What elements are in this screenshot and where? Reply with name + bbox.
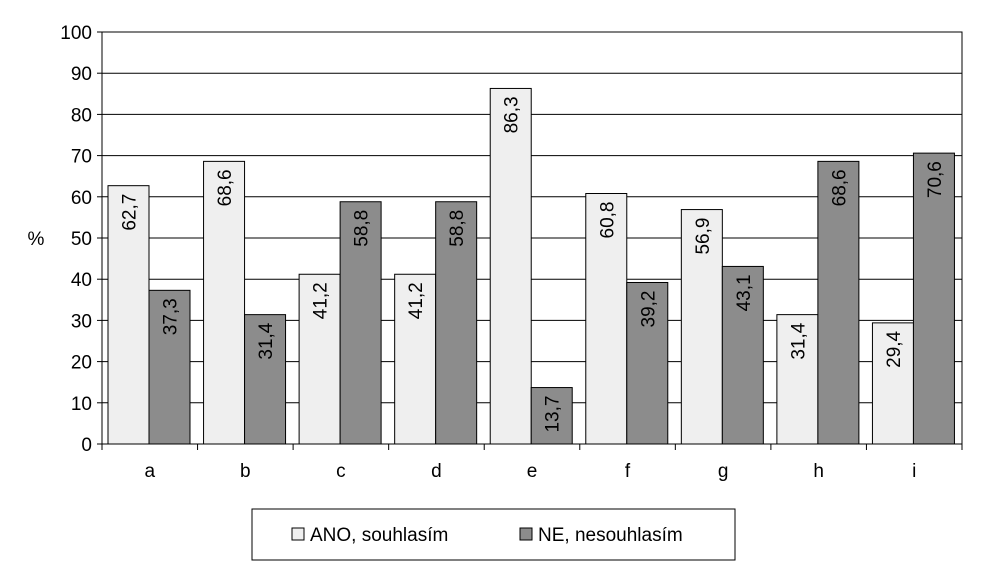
x-tick-label-i: i <box>912 461 916 482</box>
bar-ano-c <box>298 273 341 445</box>
bar-ano-f <box>585 193 628 445</box>
bar-ne-b <box>244 314 287 445</box>
bar-ano-e <box>489 87 532 445</box>
data-label-ano-c: 41,2 <box>311 282 332 319</box>
bar-ano-b <box>203 160 246 445</box>
x-tick-label-d: d <box>431 461 442 482</box>
x-tick-label-b: b <box>240 461 251 482</box>
y-tick-label: 30 <box>71 311 92 332</box>
legend-box <box>251 508 736 561</box>
legend: ANO, souhlasím NE, nesouhlasím <box>251 508 736 561</box>
y-tick-label: 90 <box>71 64 92 85</box>
data-label-ano-f: 60,8 <box>597 202 618 239</box>
legend-swatch-ne <box>519 527 533 541</box>
data-label-ne-i: 70,6 <box>925 161 946 198</box>
bar-ne-e <box>530 387 573 445</box>
x-tick-label-g: g <box>718 461 729 482</box>
data-label-ne-g: 43,1 <box>734 274 755 311</box>
y-tick-label: 10 <box>71 394 92 415</box>
bar-ne-a <box>148 289 191 445</box>
data-label-ano-b: 68,6 <box>215 169 236 206</box>
y-tick-label: 50 <box>71 229 92 250</box>
bar-ano-d <box>394 273 437 445</box>
legend-label-ano: ANO, souhlasím <box>310 525 448 546</box>
bar-ne-i <box>912 152 955 445</box>
y-tick-label: 20 <box>71 353 92 374</box>
y-tick-label: 60 <box>71 188 92 209</box>
data-label-ano-i: 29,4 <box>884 330 905 367</box>
data-label-ne-e: 13,7 <box>543 396 564 433</box>
y-tick-label: 100 <box>60 23 92 44</box>
x-tick-label-h: h <box>813 461 824 482</box>
data-label-ne-b: 31,4 <box>256 322 277 359</box>
y-axis-label: % <box>28 229 45 250</box>
data-label-ano-h: 31,4 <box>788 322 809 359</box>
x-ticks: a b c d e f g h i <box>101 444 963 482</box>
bar-ne-g <box>721 265 764 445</box>
legend-label-ne: NE, nesouhlasím <box>538 525 683 546</box>
bar-ne-f <box>626 281 669 445</box>
bars: 62,7 37,3 68,6 31,4 41,2 58,8 41,2 58,8 86,3 13,7… <box>107 87 955 445</box>
data-label-ne-c: 58,8 <box>352 210 373 247</box>
y-tick-label: 70 <box>71 147 92 168</box>
bar-ano-i <box>871 322 914 445</box>
data-label-ne-h: 68,6 <box>829 169 850 206</box>
y-ticks: 0 10 20 30 40 50 60 70 80 90 100 <box>60 23 102 456</box>
data-label-ano-g: 56,9 <box>693 218 714 255</box>
data-label-ano-a: 62,7 <box>120 194 141 231</box>
x-tick-label-e: e <box>527 461 538 482</box>
x-tick-label-f: f <box>625 461 631 482</box>
y-tick-label: 0 <box>81 435 92 456</box>
data-label-ano-e: 86,3 <box>502 96 523 133</box>
y-tick-label: 80 <box>71 105 92 126</box>
x-tick-label-c: c <box>336 461 346 482</box>
x-tick-label-a: a <box>144 461 155 482</box>
y-tick-label: 40 <box>71 270 92 291</box>
data-label-ne-a: 37,3 <box>161 298 182 335</box>
bar-ne-h <box>817 160 860 445</box>
data-label-ne-f: 39,2 <box>638 290 659 327</box>
data-label-ne-d: 58,8 <box>447 210 468 247</box>
data-label-ano-d: 41,2 <box>406 282 427 319</box>
bar-ano-g <box>680 209 723 445</box>
bar-ne-c <box>339 201 382 445</box>
legend-swatch-ano <box>291 527 305 541</box>
